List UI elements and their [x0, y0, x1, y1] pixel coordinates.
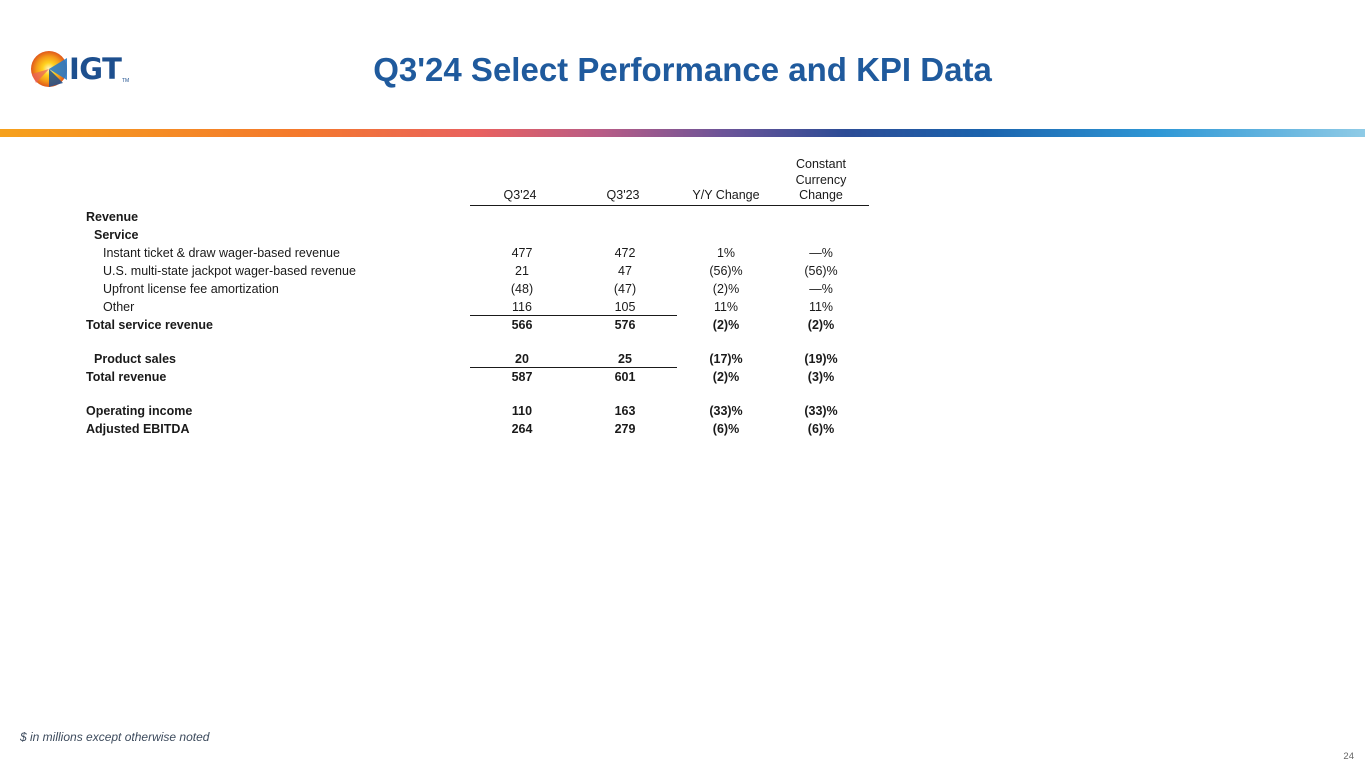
footnote: $ in millions except otherwise noted [20, 730, 210, 744]
logo-trademark: TM [122, 78, 130, 84]
cell-q324: (48) [510, 282, 534, 296]
cell-q323: 163 [614, 404, 636, 418]
cell-q324: 110 [511, 404, 533, 418]
cell-q324: 264 [511, 422, 533, 436]
cell-q323: 601 [614, 370, 636, 384]
cell-q323: 279 [614, 422, 636, 436]
cell-q323: (47) [613, 282, 637, 296]
page-number: 24 [1343, 751, 1354, 762]
cell-cc: (3)% [807, 370, 835, 384]
page-title: Q3'24 Select Performance and KPI Data [373, 51, 992, 88]
cell-yoy: (2)% [712, 282, 740, 296]
row-label-adjusted-ebitda: Adjusted EBITDA [86, 422, 190, 436]
row-label-operating-income: Operating income [86, 404, 193, 418]
cell-cc: (19)% [804, 352, 838, 366]
cell-cc: 11% [808, 300, 834, 314]
cell-yoy: (33)% [709, 404, 743, 418]
row-label-total-revenue: Total revenue [86, 370, 167, 384]
cell-yoy: 1% [716, 246, 736, 260]
subtotal-underline [470, 367, 677, 368]
cell-cc: —% [809, 246, 833, 260]
subtotal-underline [470, 315, 677, 316]
column-header-constant-currency-change: Constant Currency Change [795, 157, 847, 202]
row-label-product-sales: Product sales [94, 352, 176, 366]
logo-wordmark: IGT [69, 52, 122, 86]
cell-q323: 472 [614, 246, 636, 260]
igt-starburst-icon [31, 51, 67, 87]
cell-yoy: (6)% [712, 422, 740, 436]
cell-q323: 47 [618, 264, 632, 278]
cell-q323: 576 [614, 318, 636, 332]
cell-q324: 116 [512, 300, 532, 314]
row-label-us-multistate-jackpot: U.S. multi-state jackpot wager-based rev… [103, 264, 356, 278]
cell-cc: (6)% [807, 422, 835, 436]
row-label-revenue: Revenue [86, 210, 139, 224]
rainbow-divider [0, 129, 1365, 137]
row-label-other: Other [103, 300, 135, 314]
cell-yoy: (17)% [709, 352, 743, 366]
cell-q323: 25 [618, 352, 632, 366]
row-label-service: Service [94, 228, 139, 242]
cell-cc: (33)% [804, 404, 838, 418]
row-label-instant-ticket: Instant ticket & draw wager-based revenu… [103, 246, 340, 260]
cell-q324: 587 [511, 370, 533, 384]
cell-yoy: (56)% [709, 264, 743, 278]
igt-logo: IGT TM [30, 50, 130, 90]
cell-cc: (56)% [804, 264, 838, 278]
column-header-yoy-change: Y/Y Change [692, 188, 760, 202]
row-label-upfront-license: Upfront license fee amortization [103, 282, 279, 296]
cell-q324: 477 [511, 246, 533, 260]
header-underline [470, 205, 869, 206]
cell-q324: 21 [515, 264, 529, 278]
cell-yoy: (2)% [712, 318, 740, 332]
cell-q324: 566 [511, 318, 533, 332]
row-label-total-service-revenue: Total service revenue [86, 318, 213, 332]
column-header-q323: Q3'23 [606, 188, 640, 202]
cell-yoy: 11% [713, 300, 739, 314]
cell-cc: —% [809, 282, 833, 296]
cell-cc: (2)% [807, 318, 835, 332]
cell-yoy: (2)% [712, 370, 740, 384]
cell-q323: 105 [614, 300, 636, 314]
cell-q324: 20 [515, 352, 529, 366]
column-header-q324: Q3'24 [503, 188, 537, 202]
kpi-table: Q3'24 Q3'23 Y/Y Change Constant Currency… [86, 150, 886, 450]
